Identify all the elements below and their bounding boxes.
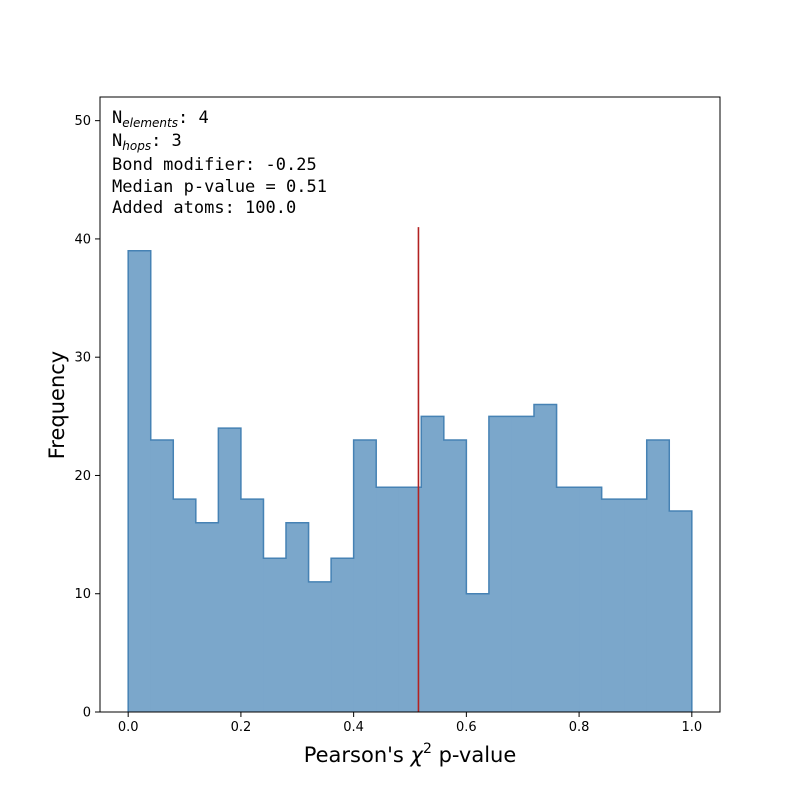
axis-ticks: 0.0 0.2 0.4 0.6 0.8 1.0 0 10 20 30 40 50 xyxy=(74,114,702,735)
histogram-bar-4 xyxy=(218,428,242,712)
x-tick-label: 0.2 xyxy=(231,720,252,735)
histogram-bar-5 xyxy=(240,499,265,712)
histogram-bar-11 xyxy=(376,487,400,712)
y-axis-label: Frequency xyxy=(45,351,69,460)
histogram-bar-19 xyxy=(556,487,580,712)
annotation-median: Median p-value = 0.51 xyxy=(112,177,327,197)
histogram-bar-17 xyxy=(511,416,535,712)
y-tick-label: 30 xyxy=(74,351,91,366)
x-tick-label: 0.6 xyxy=(456,720,477,735)
histogram-bar-13 xyxy=(421,416,445,712)
plot-area xyxy=(127,227,693,712)
histogram-bar-9 xyxy=(331,558,355,712)
x-tick-label: 0.8 xyxy=(569,720,590,735)
annotation-n-elements: Nelements: 4 xyxy=(112,108,209,130)
histogram-bar-14 xyxy=(443,439,467,712)
y-tick-label: 50 xyxy=(74,114,91,129)
x-tick-label: 0.0 xyxy=(118,720,139,735)
histogram-bar-10 xyxy=(353,439,377,712)
y-tick-label: 10 xyxy=(74,587,91,602)
histogram-bar-8 xyxy=(308,581,332,712)
histogram-bar-20 xyxy=(579,487,603,712)
histogram-bar-2 xyxy=(173,499,197,712)
annotation-added-atoms: Added atoms: 100.0 xyxy=(112,198,296,218)
histogram-bar-16 xyxy=(488,416,513,712)
histogram-bar-0 xyxy=(128,250,152,712)
annotation-box: Nelements: 4 Nhops: 3 Bond modifier: -0.… xyxy=(112,108,327,218)
annotation-bond-modifier: Bond modifier: -0.25 xyxy=(112,155,317,175)
histogram-bar-21 xyxy=(601,499,625,712)
x-axis-label: Pearson's χ2 p-value xyxy=(304,741,517,767)
y-tick-label: 20 xyxy=(74,469,91,484)
y-tick-label: 40 xyxy=(74,232,91,247)
x-tick-label: 0.4 xyxy=(343,720,364,735)
x-tick-label: 1.0 xyxy=(681,720,702,735)
annotation-n-hops: Nhops: 3 xyxy=(112,131,182,153)
histogram-bar-6 xyxy=(263,558,287,712)
axes-frame xyxy=(99,96,721,713)
histogram-bar-7 xyxy=(286,522,310,712)
y-tick-label: 0 xyxy=(83,706,91,721)
histogram-bar-15 xyxy=(466,593,490,712)
histogram-bar-24 xyxy=(669,510,693,712)
histogram-bar-1 xyxy=(150,439,174,712)
histogram-bar-22 xyxy=(624,499,648,712)
histogram-bar-12 xyxy=(398,487,422,712)
histogram-bar-18 xyxy=(534,404,558,712)
histogram-bar-23 xyxy=(646,439,670,712)
histogram-bar-3 xyxy=(195,522,219,712)
histogram-outline xyxy=(127,250,693,712)
